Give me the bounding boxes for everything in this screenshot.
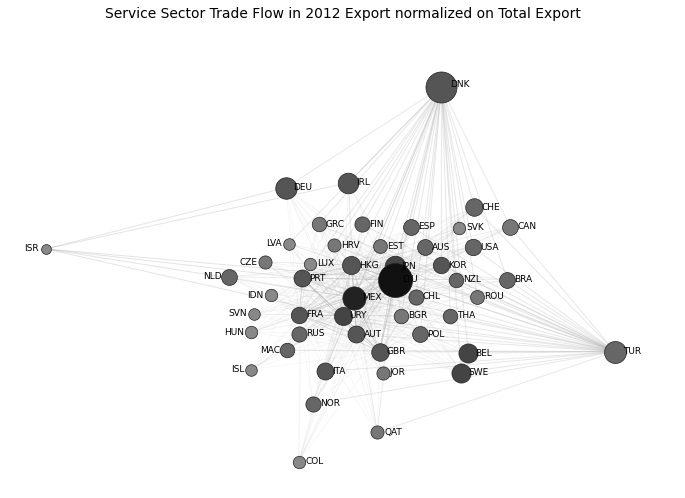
- Text: ISL: ISL: [231, 365, 245, 374]
- Point: [265, 291, 276, 299]
- Text: DEU: DEU: [292, 183, 312, 192]
- Text: HUN: HUN: [224, 328, 245, 337]
- Text: IDN: IDN: [247, 291, 264, 300]
- Point: [319, 367, 330, 375]
- Point: [445, 312, 456, 320]
- Text: SVN: SVN: [229, 309, 247, 318]
- Point: [469, 203, 479, 211]
- Point: [328, 242, 339, 249]
- Text: HRV: HRV: [340, 241, 360, 250]
- Text: LTU: LTU: [402, 275, 418, 284]
- Text: THA: THA: [458, 311, 476, 320]
- Point: [351, 331, 362, 339]
- Text: TUR: TUR: [623, 347, 641, 356]
- Point: [337, 312, 348, 320]
- Point: [346, 261, 357, 269]
- Point: [505, 223, 516, 231]
- Text: QAT: QAT: [384, 428, 402, 437]
- Point: [307, 400, 318, 408]
- Text: FIN: FIN: [369, 220, 384, 229]
- Point: [343, 179, 354, 187]
- Title: Service Sector Trade Flow in 2012 Export normalized on Total Export: Service Sector Trade Flow in 2012 Export…: [105, 7, 580, 21]
- Point: [420, 244, 431, 251]
- Point: [396, 312, 407, 320]
- Point: [313, 221, 324, 229]
- Point: [280, 184, 291, 192]
- Text: GRC: GRC: [326, 220, 345, 229]
- Point: [436, 261, 447, 269]
- Point: [502, 276, 513, 284]
- Point: [454, 224, 465, 232]
- Point: [294, 330, 305, 338]
- Text: JOR: JOR: [390, 368, 406, 377]
- Text: ITA: ITA: [332, 367, 345, 375]
- Text: MEX: MEX: [362, 293, 381, 302]
- Point: [246, 366, 257, 374]
- Point: [463, 349, 474, 357]
- Text: HKG: HKG: [359, 260, 378, 269]
- Point: [415, 331, 426, 339]
- Text: GBR: GBR: [387, 347, 406, 356]
- Text: JPN: JPN: [402, 261, 416, 270]
- Point: [374, 348, 385, 356]
- Point: [246, 328, 257, 336]
- Text: SVK: SVK: [466, 223, 484, 233]
- Point: [283, 240, 294, 248]
- Text: COL: COL: [306, 457, 324, 466]
- Text: CHE: CHE: [482, 203, 500, 212]
- Text: PRT: PRT: [310, 274, 326, 283]
- Point: [282, 346, 293, 354]
- Point: [297, 274, 308, 282]
- Point: [372, 428, 383, 436]
- Text: EST: EST: [388, 242, 404, 251]
- Text: CZE: CZE: [240, 257, 258, 266]
- Text: DNK: DNK: [450, 81, 469, 90]
- Point: [304, 259, 315, 267]
- Text: ISR: ISR: [24, 245, 38, 253]
- Point: [406, 223, 417, 231]
- Text: LVA: LVA: [266, 240, 282, 249]
- Text: ROU: ROU: [484, 292, 504, 301]
- Point: [451, 276, 462, 284]
- Point: [223, 273, 234, 281]
- Point: [468, 244, 479, 251]
- Point: [249, 310, 260, 318]
- Text: CHL: CHL: [423, 292, 440, 301]
- Point: [375, 243, 386, 250]
- Point: [259, 258, 270, 266]
- Point: [436, 84, 447, 92]
- Text: POL: POL: [427, 330, 445, 339]
- Text: RUS: RUS: [307, 329, 325, 338]
- Text: NOR: NOR: [320, 399, 340, 408]
- Text: AUT: AUT: [364, 330, 382, 339]
- Text: SWE: SWE: [469, 368, 488, 377]
- Text: CAN: CAN: [517, 223, 536, 232]
- Point: [410, 293, 421, 301]
- Text: BEL: BEL: [475, 349, 493, 358]
- Point: [40, 245, 51, 253]
- Text: LUX: LUX: [316, 259, 334, 268]
- Text: IRL: IRL: [356, 178, 370, 187]
- Text: NLD: NLD: [203, 272, 221, 281]
- Text: ESP: ESP: [419, 223, 436, 232]
- Point: [377, 369, 388, 376]
- Point: [357, 221, 368, 229]
- Point: [293, 458, 304, 466]
- Point: [389, 262, 400, 270]
- Point: [349, 294, 360, 302]
- Text: AUS: AUS: [432, 243, 451, 252]
- Text: BRA: BRA: [514, 275, 533, 284]
- Text: MAC: MAC: [260, 346, 280, 355]
- Text: BGR: BGR: [408, 311, 427, 320]
- Text: KOR: KOR: [449, 260, 467, 269]
- Point: [390, 276, 401, 284]
- Text: URY: URY: [349, 311, 367, 320]
- Text: USA: USA: [480, 243, 499, 252]
- Text: NZL: NZL: [464, 275, 482, 284]
- Point: [456, 369, 466, 376]
- Point: [610, 348, 621, 356]
- Point: [472, 293, 483, 301]
- Point: [294, 311, 305, 319]
- Text: FRA: FRA: [307, 310, 324, 319]
